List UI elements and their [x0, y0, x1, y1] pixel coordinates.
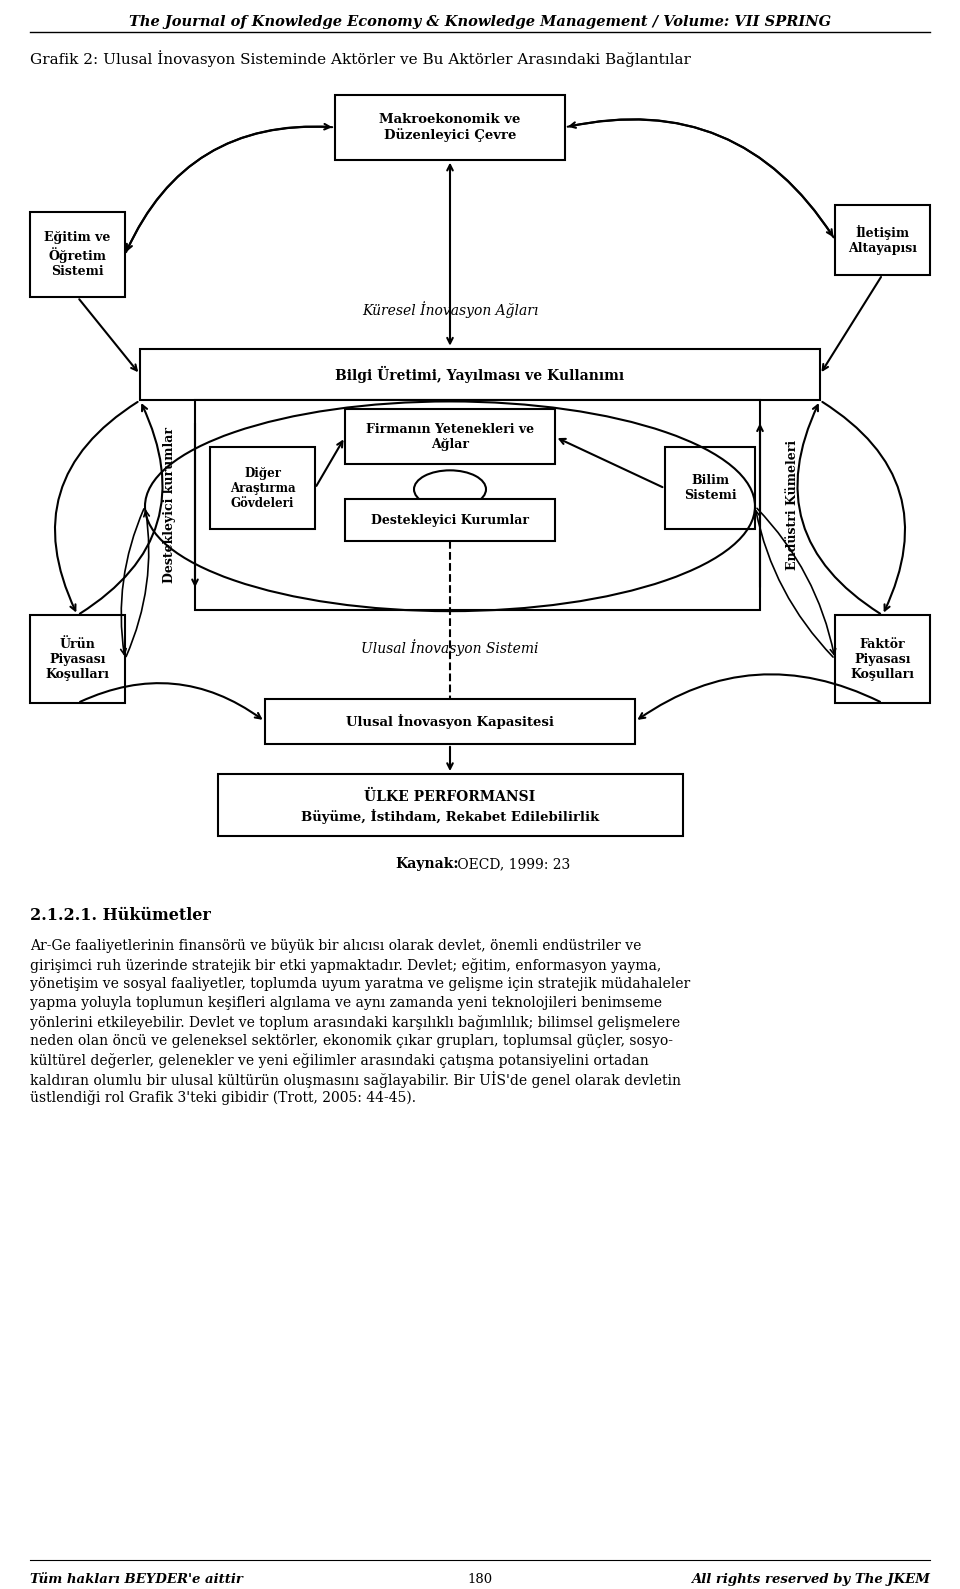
Bar [30, 213, 125, 297]
Text: Ar-Ge faaliyetlerinin finansörü ve büyük bir alıcısı olarak devlet, önemli endüs: Ar-Ge faaliyetlerinin finansörü ve büyük… [30, 939, 641, 953]
Text: Ürün
Piyasası
Koşulları: Ürün Piyasası Koşulları [45, 637, 109, 680]
Text: 180: 180 [468, 1573, 492, 1586]
Text: Bilgi Üretimi, Yayılması ve Kullanımı: Bilgi Üretimi, Yayılması ve Kullanımı [335, 365, 625, 383]
Text: All rights reserved by The JKEM: All rights reserved by The JKEM [691, 1573, 930, 1586]
Bar [195, 400, 760, 610]
Text: Firmanın Yetenekleri ve
Ağlar: Firmanın Yetenekleri ve Ağlar [366, 423, 534, 451]
Bar [140, 348, 820, 400]
Text: Ulusal İnovasyon Kapasitesi: Ulusal İnovasyon Kapasitesi [346, 713, 554, 729]
Bar [218, 774, 683, 836]
Ellipse shape [414, 470, 486, 508]
Bar [835, 205, 930, 275]
Bar [210, 448, 315, 529]
Text: girişimci ruh üzerinde stratejik bir etki yapmaktadır. Devlet; eğitim, enformasy: girişimci ruh üzerinde stratejik bir etk… [30, 958, 661, 972]
Text: Endüstri Kümeleri: Endüstri Kümeleri [786, 440, 800, 570]
Text: Destekleyici Kurumlar: Destekleyici Kurumlar [371, 513, 529, 528]
Text: kaldıran olumlu bir ulusal kültürün oluşmasını sağlayabilir. Bir UİS'de genel ol: kaldıran olumlu bir ulusal kültürün oluş… [30, 1071, 681, 1088]
Text: Grafik 2: Ulusal İnovasyon Sisteminde Aktörler ve Bu Aktörler Arasındaki Bağlant: Grafik 2: Ulusal İnovasyon Sisteminde Ak… [30, 49, 691, 67]
Text: Eğitim ve
Öğretim
Sistemi: Eğitim ve Öğretim Sistemi [44, 232, 110, 278]
Text: Ulusal İnovasyon Sistemi: Ulusal İnovasyon Sistemi [361, 639, 539, 656]
Text: İletişim
Altayapısı: İletişim Altayapısı [848, 224, 917, 254]
Text: Büyüme, İstihdam, Rekabet Edilebilirlik: Büyüme, İstihdam, Rekabet Edilebilirlik [300, 809, 599, 825]
Text: kültürel değerler, gelenekler ve yeni eğilimler arasındaki çatışma potansiyelini: kültürel değerler, gelenekler ve yeni eğ… [30, 1052, 649, 1068]
Text: OECD, 1999: 23: OECD, 1999: 23 [453, 856, 570, 871]
Text: Destekleyici kurumlar: Destekleyici kurumlar [163, 427, 177, 583]
Text: neden olan öncü ve geleneksel sektörler, ekonomik çıkar grupları, toplumsal güçl: neden olan öncü ve geleneksel sektörler,… [30, 1033, 673, 1047]
Bar [30, 615, 125, 702]
Text: Diğer
Araştırma
Gövdeleri: Diğer Araştırma Gövdeleri [229, 467, 296, 510]
Text: Faktör
Piyasası
Koşulları: Faktör Piyasası Koşulları [851, 637, 915, 680]
Text: üstlendiği rol Grafik 3'teki gibidir (Trott, 2005: 44-45).: üstlendiği rol Grafik 3'teki gibidir (Tr… [30, 1090, 416, 1106]
Text: Makroekonomik ve
Düzenleyici Çevre: Makroekonomik ve Düzenleyici Çevre [379, 113, 520, 141]
Text: yönlerini etkileyebilir. Devlet ve toplum arasındaki karşılıklı bağımlılık; bili: yönlerini etkileyebilir. Devlet ve toplu… [30, 1015, 680, 1030]
Bar [665, 448, 755, 529]
Text: Kaynak:: Kaynak: [395, 856, 459, 871]
Bar [835, 615, 930, 702]
Bar [345, 410, 555, 464]
Bar [345, 499, 555, 542]
Text: Küresel İnovasyon Ağları: Küresel İnovasyon Ağları [362, 302, 539, 318]
Text: The Journal of Knowledge Economy & Knowledge Management / Volume: VII SPRING: The Journal of Knowledge Economy & Knowl… [129, 14, 831, 29]
Text: yapma yoluyla toplumun keşifleri algılama ve aynı zamanda yeni teknolojileri ben: yapma yoluyla toplumun keşifleri algılam… [30, 996, 662, 1009]
Text: yönetişim ve sosyal faaliyetler, toplumda uyum yaratma ve gelişme için stratejik: yönetişim ve sosyal faaliyetler, toplumd… [30, 977, 690, 990]
Text: Tüm hakları BEYDER'e aittir: Tüm hakları BEYDER'e aittir [30, 1573, 243, 1586]
Text: ÜLKE PERFORMANSI: ÜLKE PERFORMANSI [365, 790, 536, 804]
Bar [265, 699, 635, 744]
Bar [335, 95, 565, 160]
Text: 2.1.2.1. Hükümetler: 2.1.2.1. Hükümetler [30, 907, 211, 923]
Text: Bilim
Sistemi: Bilim Sistemi [684, 475, 736, 502]
